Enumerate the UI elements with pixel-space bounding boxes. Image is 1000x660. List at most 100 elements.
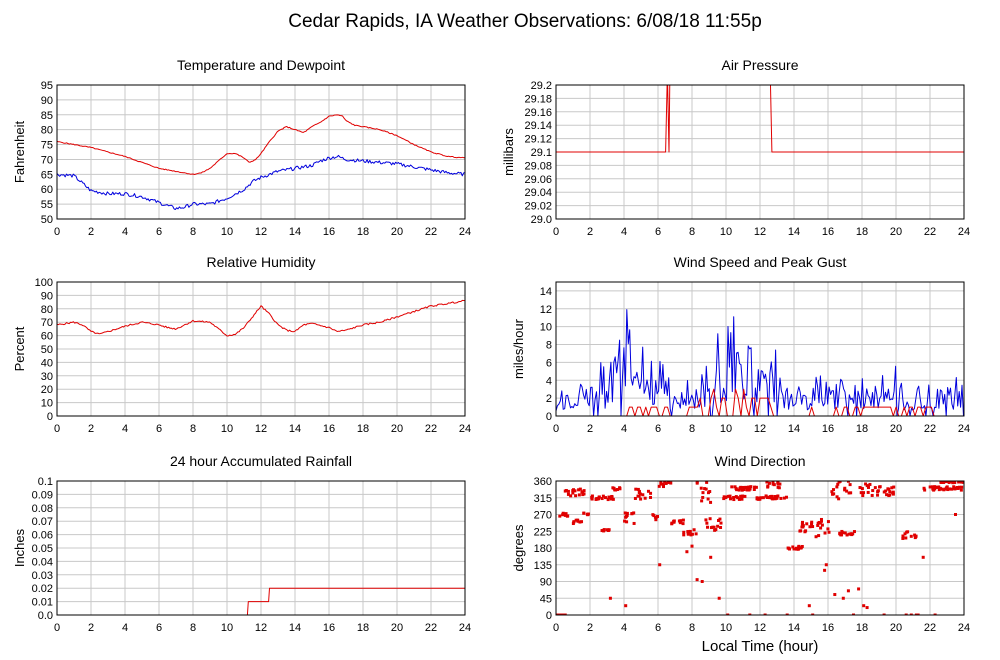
wind-x-tick-label-11: 22 [924,423,936,435]
dir-point-341 [885,493,889,497]
press-y-tick-label-0: 29.0 [531,214,552,226]
dir-point-87 [625,520,629,524]
wind-y-tick-label-0: 0 [546,411,552,423]
dir-point-226 [755,496,759,500]
dir-point-283 [819,526,823,530]
dir-x-tick-label-10: 20 [890,622,902,634]
dir-point-284 [820,523,824,527]
press-x-tick-label-5: 10 [720,226,732,238]
dir-point-47 [586,512,590,516]
rain-y-tick-label-5: 0.05 [32,543,53,555]
wind-x-tick-label-1: 2 [587,423,593,435]
dir-point-170 [718,517,722,521]
dir-point-320 [849,532,853,536]
dir-point-275 [803,530,807,534]
temp-series-line-0 [57,114,465,175]
dir-point-103 [636,494,640,498]
dir-point-106 [638,492,642,496]
press-series-line-0 [556,85,964,153]
dir-point-432 [726,613,730,615]
temp-x-tick-label-1: 2 [88,226,94,238]
dir-point-276 [810,520,814,524]
dir-point-252 [776,481,780,485]
dir-point-435 [785,613,789,615]
wind-y-tick-label-6: 12 [540,304,552,316]
dir-point-249 [767,481,771,485]
temp-y-tick-label-1: 55 [41,199,53,211]
dir-point-125 [664,481,668,485]
dir-point-437 [811,613,815,615]
dir-point-71 [602,529,606,533]
temp-y-tick-label-0: 50 [41,214,53,226]
dir-point-280 [801,525,805,529]
press-y-tick-label-2: 29.04 [524,187,552,199]
dir-point-171 [719,521,723,525]
dir-point-292 [814,535,818,539]
rain-x-tick-label-7: 14 [289,622,301,634]
rh-y-tick-label-2: 20 [41,384,53,396]
dir-y-tick-label-5: 225 [534,526,552,538]
dir-point-149 [700,499,704,503]
dir-point-421 [941,481,945,484]
press-x-tick-label-6: 12 [754,226,766,238]
dir-point-250 [778,482,782,486]
rain-x-tick-label-1: 2 [88,622,94,634]
dir-point-96 [649,495,653,499]
dir-point-33 [581,493,585,497]
dir-point-366 [905,530,909,534]
dir-point-122 [659,481,663,483]
dir-point-312 [843,531,847,535]
dir-point-83 [618,487,622,491]
rh-y-tick-label-0: 0 [47,411,53,423]
dir-point-243 [766,485,770,489]
dir-point-192 [728,494,732,498]
dir-point-356 [887,487,891,491]
dir-point-24 [573,489,577,493]
dir-point-425 [658,563,662,567]
dir-point-88 [623,519,627,523]
temp-y-tick-label-5: 75 [41,140,53,152]
dir-y-tick-label-7: 315 [534,493,552,505]
dir-point-135 [679,519,683,523]
wind-x-tick-label-3: 6 [655,423,661,435]
dir-point-448 [904,613,908,615]
dir-point-346 [888,490,892,494]
temp-x-tick-label-0: 0 [54,226,60,238]
dir-point-445 [862,604,866,608]
dir-point-220 [782,496,786,500]
dir-point-342 [890,486,894,490]
dir-point-155 [709,500,713,504]
temp-x-tick-label-8: 16 [323,226,335,238]
rain-x-tick-label-0: 0 [54,622,60,634]
dir-point-328 [859,491,863,495]
dir-point-19 [571,489,575,493]
dir-point-430 [709,555,713,559]
dir-point-263 [786,546,790,550]
rh-y-tick-label-4: 40 [41,357,53,369]
press-y-axis-label: millibars [501,128,516,176]
dir-point-398 [937,488,941,492]
dir-point-303 [843,488,847,492]
dir-point-124 [661,482,665,486]
dir-point-329 [862,491,866,495]
dir-point-287 [818,521,822,525]
dir-point-282 [816,523,820,527]
rh-x-tick-label-1: 2 [88,423,94,435]
page-title: Cedar Rapids, IA Weather Observations: 6… [288,11,762,32]
wind-x-tick-label-10: 20 [890,423,902,435]
x-axis-title: Local Time (hour) [702,638,819,655]
dir-point-138 [692,528,696,532]
dir-point-62 [596,497,600,501]
wind-y-tick-label-3: 6 [546,357,552,369]
dir-point-114 [651,513,655,517]
rain-series-line-0 [57,587,465,615]
dir-point-434 [763,613,767,615]
rain-x-tick-label-3: 6 [156,622,162,634]
dir-point-360 [904,536,908,540]
rh-x-tick-label-12: 24 [459,423,471,435]
dir-point-443 [852,613,855,615]
dir-point-305 [831,488,835,492]
press-x-tick-label-11: 22 [924,226,936,238]
wind-x-tick-label-6: 12 [754,423,766,435]
dir-point-281 [817,534,821,538]
